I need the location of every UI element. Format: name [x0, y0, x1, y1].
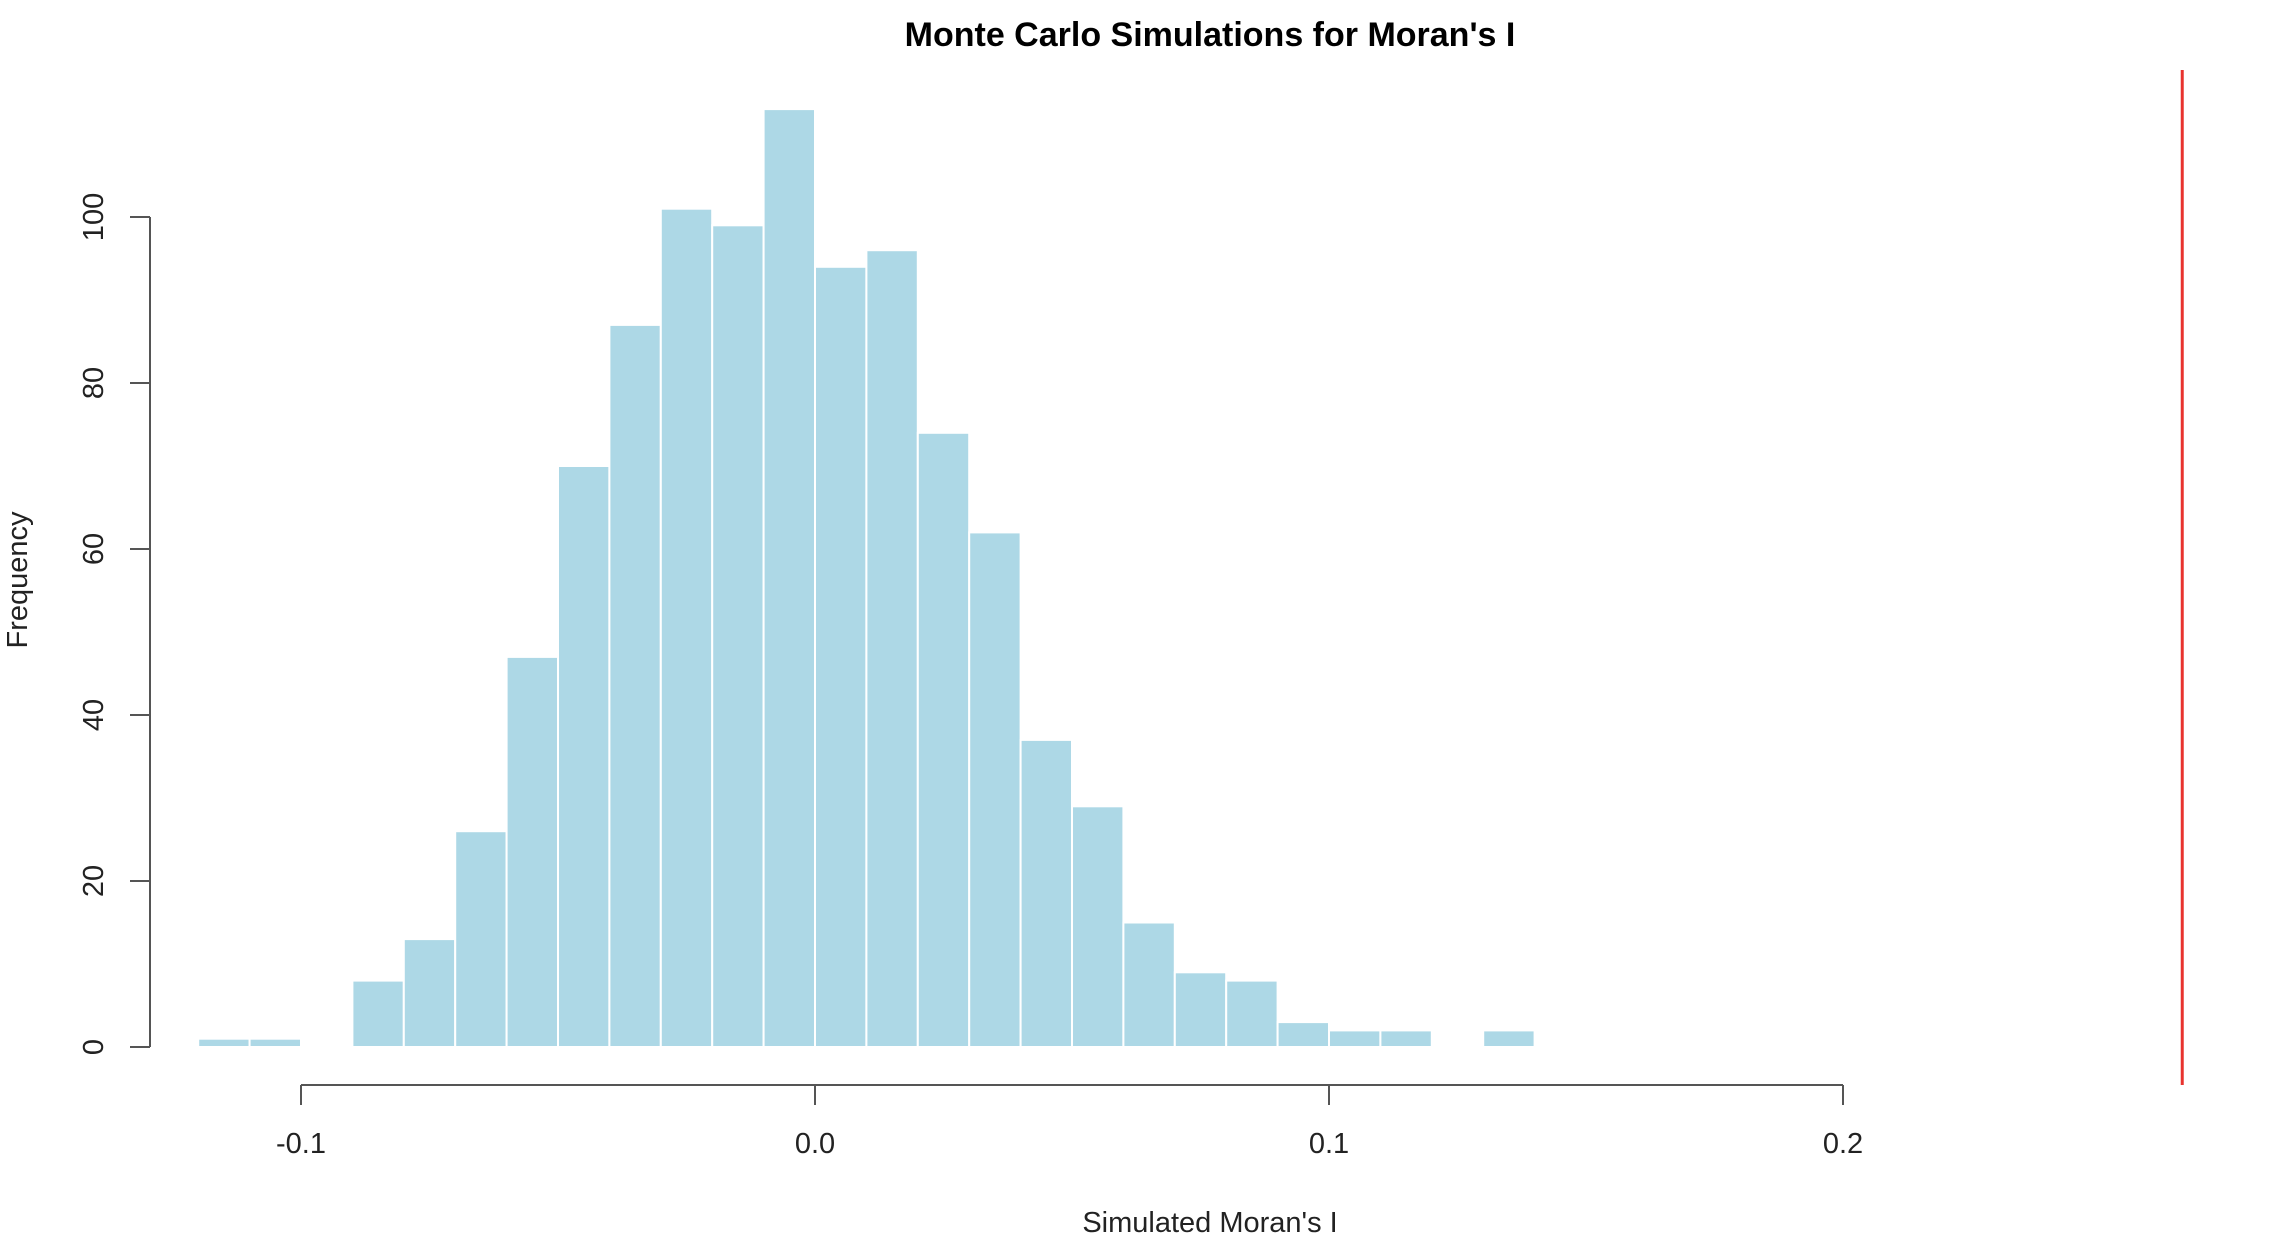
histogram-bar [351, 979, 405, 1048]
y-tick-label: 80 [78, 367, 110, 399]
y-tick-label: 0 [78, 1039, 110, 1055]
y-tick-label: 100 [78, 193, 110, 241]
y-axis: 0 20 40 60 80 100 [78, 193, 151, 1055]
histogram-bar [1482, 1029, 1536, 1049]
histogram-bar [916, 431, 971, 1048]
y-tick-label: 60 [78, 533, 110, 565]
histogram-bar [1019, 738, 1073, 1049]
x-tick-label: -0.1 [276, 1128, 326, 1160]
histogram-bar [1122, 921, 1176, 1048]
histogram-bar [814, 265, 868, 1048]
histogram-bar [659, 207, 714, 1048]
bars-group [197, 108, 1536, 1049]
histogram-bar [1173, 971, 1228, 1048]
histogram-bar [557, 465, 611, 1048]
x-axis: -0.1 0.0 0.1 0.2 [276, 1084, 1863, 1160]
histogram-bar [711, 224, 765, 1049]
y-axis-label: Frequency [2, 511, 34, 649]
histogram-bar [1276, 1021, 1330, 1048]
histogram-bar [1225, 979, 1279, 1048]
histogram-bar [1071, 805, 1125, 1048]
histogram-bar [1379, 1029, 1433, 1049]
histogram-bar [197, 1037, 251, 1048]
histogram-bar [968, 531, 1022, 1048]
x-tick-label: 0.2 [1823, 1128, 1863, 1160]
histogram-bar [454, 830, 508, 1049]
histogram-bar [402, 938, 457, 1048]
chart-title: Monte Carlo Simulations for Moran's I [905, 16, 1516, 54]
histogram-bar [865, 249, 919, 1048]
histogram-bar [248, 1037, 303, 1048]
x-tick-label: 0.0 [795, 1128, 835, 1160]
histogram-bar [608, 323, 662, 1048]
histogram-bar [1328, 1029, 1382, 1049]
histogram-bar [505, 655, 560, 1049]
histogram-bar [762, 108, 816, 1049]
y-tick-label: 40 [78, 699, 110, 731]
y-tick-label: 20 [78, 865, 110, 897]
x-axis-label: Simulated Moran's I [1082, 1207, 1337, 1239]
x-tick-label: 0.1 [1309, 1128, 1349, 1160]
